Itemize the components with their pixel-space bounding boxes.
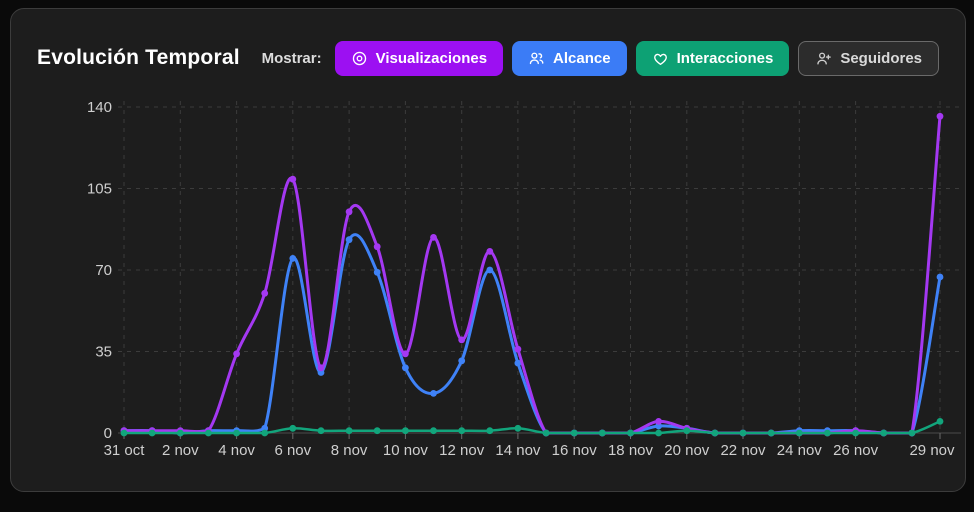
data-point-interacciones[interactable] [824, 429, 831, 437]
x-tick-label: 12 nov [439, 442, 485, 459]
y-tick-label: 70 [95, 262, 112, 279]
data-point-interacciones[interactable] [402, 427, 409, 435]
toggle-seguidores[interactable]: Seguidores [798, 40, 939, 76]
data-point-interacciones[interactable] [120, 429, 128, 437]
data-point-visualizaciones[interactable] [514, 345, 522, 353]
toggle-label: Visualizaciones [375, 49, 488, 67]
y-tick-label: 105 [87, 181, 112, 198]
data-point-interacciones[interactable] [542, 429, 550, 437]
data-point-interacciones[interactable] [486, 427, 494, 435]
data-point-visualizaciones[interactable] [402, 350, 409, 358]
data-point-interacciones[interactable] [711, 429, 719, 437]
data-point-interacciones[interactable] [570, 429, 578, 437]
users-icon [529, 52, 544, 64]
x-tick-label: 31 oct [104, 442, 146, 459]
data-point-interacciones[interactable] [795, 429, 803, 437]
mostrar-label: Mostrar: [261, 49, 322, 67]
data-point-visualizaciones[interactable] [486, 248, 494, 255]
toggle-visualizaciones[interactable]: Visualizaciones [334, 40, 504, 76]
data-point-visualizaciones[interactable] [233, 350, 241, 358]
x-tick-label: 26 nov [833, 442, 879, 459]
data-point-interacciones[interactable] [373, 427, 381, 435]
data-point-visualizaciones[interactable] [936, 112, 944, 120]
data-point-interacciones[interactable] [233, 429, 241, 437]
data-point-interacciones[interactable] [289, 424, 297, 432]
card-header: Evolución Temporal Mostrar: Visualizacio… [37, 39, 939, 77]
toggle-label: Interacciones [676, 49, 774, 67]
toggle-label: Seguidores [840, 49, 922, 67]
x-tick-label: 8 nov [331, 442, 368, 459]
data-point-interacciones[interactable] [598, 429, 606, 437]
series-toggle-group: Mostrar: Visualizaciones Alcance Interacci… [261, 40, 939, 76]
data-point-alcance[interactable] [345, 236, 353, 244]
x-tick-label: 18 nov [608, 442, 654, 459]
data-point-interacciones[interactable] [205, 429, 212, 437]
data-point-alcance[interactable] [486, 266, 494, 274]
data-point-alcance[interactable] [317, 369, 325, 376]
x-tick-label: 29 nov [909, 442, 955, 459]
toggle-label: Alcance [553, 49, 611, 67]
data-point-interacciones[interactable] [852, 429, 859, 437]
x-tick-label: 10 nov [383, 442, 429, 459]
data-point-visualizaciones[interactable] [261, 289, 269, 297]
data-point-interacciones[interactable] [261, 429, 269, 437]
data-point-interacciones[interactable] [880, 429, 888, 437]
data-point-interacciones[interactable] [908, 429, 916, 437]
user-plus-icon [817, 52, 832, 64]
data-point-interacciones[interactable] [317, 427, 325, 435]
y-tick-label: 140 [87, 99, 112, 116]
evolution-line-chart[interactable]: 0 35 70 105 140 31 oct 2 nov 4 nov 6 nov 8 nov 10 … [11, 9, 974, 512]
data-point-alcance[interactable] [514, 359, 522, 367]
x-tick-label: 22 nov [720, 442, 766, 459]
data-point-alcance[interactable] [458, 357, 466, 365]
data-point-visualizaciones[interactable] [430, 234, 437, 241]
x-tick-label: 16 nov [552, 442, 598, 459]
data-point-visualizaciones[interactable] [458, 336, 466, 344]
x-tick-label: 20 nov [664, 442, 710, 459]
x-tick-label: 24 nov [777, 442, 823, 459]
data-point-visualizaciones[interactable] [289, 175, 297, 183]
x-tick-label: 14 nov [495, 442, 541, 459]
evolution-card: Evolución Temporal Mostrar: Visualizacio… [10, 8, 966, 492]
data-point-interacciones[interactable] [683, 427, 691, 435]
data-point-visualizaciones[interactable] [317, 364, 325, 372]
x-tick-label: 2 nov [162, 442, 199, 459]
data-point-alcance[interactable] [261, 424, 269, 432]
data-point-alcance[interactable] [430, 390, 437, 397]
data-point-visualizaciones[interactable] [655, 418, 662, 425]
data-point-interacciones[interactable] [458, 427, 466, 435]
data-point-interacciones[interactable] [767, 429, 775, 437]
data-point-visualizaciones[interactable] [373, 243, 381, 251]
heart-icon [653, 53, 667, 65]
data-point-interacciones[interactable] [655, 429, 662, 437]
data-point-interacciones[interactable] [936, 418, 944, 425]
eye-icon [352, 51, 366, 65]
data-point-alcance[interactable] [289, 255, 297, 262]
toggle-interacciones[interactable]: Interacciones [635, 40, 790, 76]
data-point-visualizaciones[interactable] [345, 208, 353, 216]
data-point-alcance[interactable] [936, 273, 944, 281]
data-point-interacciones[interactable] [627, 429, 634, 437]
toggle-alcance[interactable]: Alcance [512, 40, 627, 76]
data-point-interacciones[interactable] [345, 427, 353, 435]
x-tick-label: 6 nov [274, 442, 311, 459]
data-point-interacciones[interactable] [176, 429, 184, 437]
data-point-interacciones[interactable] [430, 427, 437, 435]
data-point-alcance[interactable] [373, 268, 381, 276]
data-point-interacciones[interactable] [514, 424, 522, 432]
data-point-interacciones[interactable] [148, 429, 156, 437]
x-tick-label: 4 nov [218, 442, 255, 459]
data-point-alcance[interactable] [402, 364, 409, 372]
data-point-interacciones[interactable] [739, 429, 747, 437]
y-tick-label: 35 [95, 344, 112, 361]
y-tick-label: 0 [104, 425, 112, 442]
page-title: Evolución Temporal [37, 46, 240, 69]
series-line-visualizaciones [122, 114, 942, 435]
